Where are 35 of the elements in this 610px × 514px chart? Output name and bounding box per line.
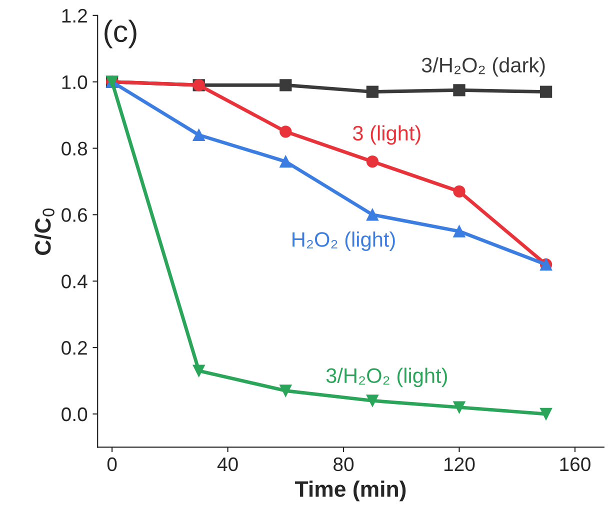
x-tick-label: 160 (560, 457, 590, 472)
point (366, 155, 379, 168)
x-tick-label: 0 (107, 457, 117, 472)
y-tick-label: 0.2 (62, 341, 87, 355)
point (540, 86, 552, 98)
point (366, 208, 379, 221)
series-label: 3/H₂O₂ (light) (326, 368, 447, 388)
point (192, 128, 205, 142)
y-tick-label: 1.2 (62, 8, 87, 22)
series-label: 3 (light) (352, 125, 420, 145)
point (366, 394, 379, 407)
x-axis-title: Time (min) (295, 480, 406, 502)
point (453, 225, 466, 238)
y-tick-label: 0.6 (62, 208, 88, 222)
series-label: 3/H₂O₂ (dark) (422, 57, 545, 77)
y-tick-label: 1.0 (62, 75, 88, 90)
point (366, 86, 379, 98)
point (192, 364, 205, 377)
point (280, 155, 292, 168)
y-axis-title: C/C$_{0}$ (34, 208, 54, 255)
point (280, 384, 292, 397)
y-tick-label: 0.0 (62, 407, 88, 422)
point (453, 84, 466, 96)
y-tick-label: 0.4 (62, 274, 88, 288)
point (540, 408, 552, 420)
annotation: (c) (104, 20, 136, 48)
x-tick-label: 40 (217, 457, 238, 472)
x-tick-label: 80 (334, 457, 354, 472)
point (453, 185, 466, 198)
x-tick-label: 120 (444, 457, 475, 472)
point (453, 401, 466, 414)
point (280, 79, 292, 92)
y-tick-label: 0.8 (62, 142, 88, 156)
point (280, 126, 292, 138)
series-label: H₂O₂ (light) (292, 232, 395, 251)
